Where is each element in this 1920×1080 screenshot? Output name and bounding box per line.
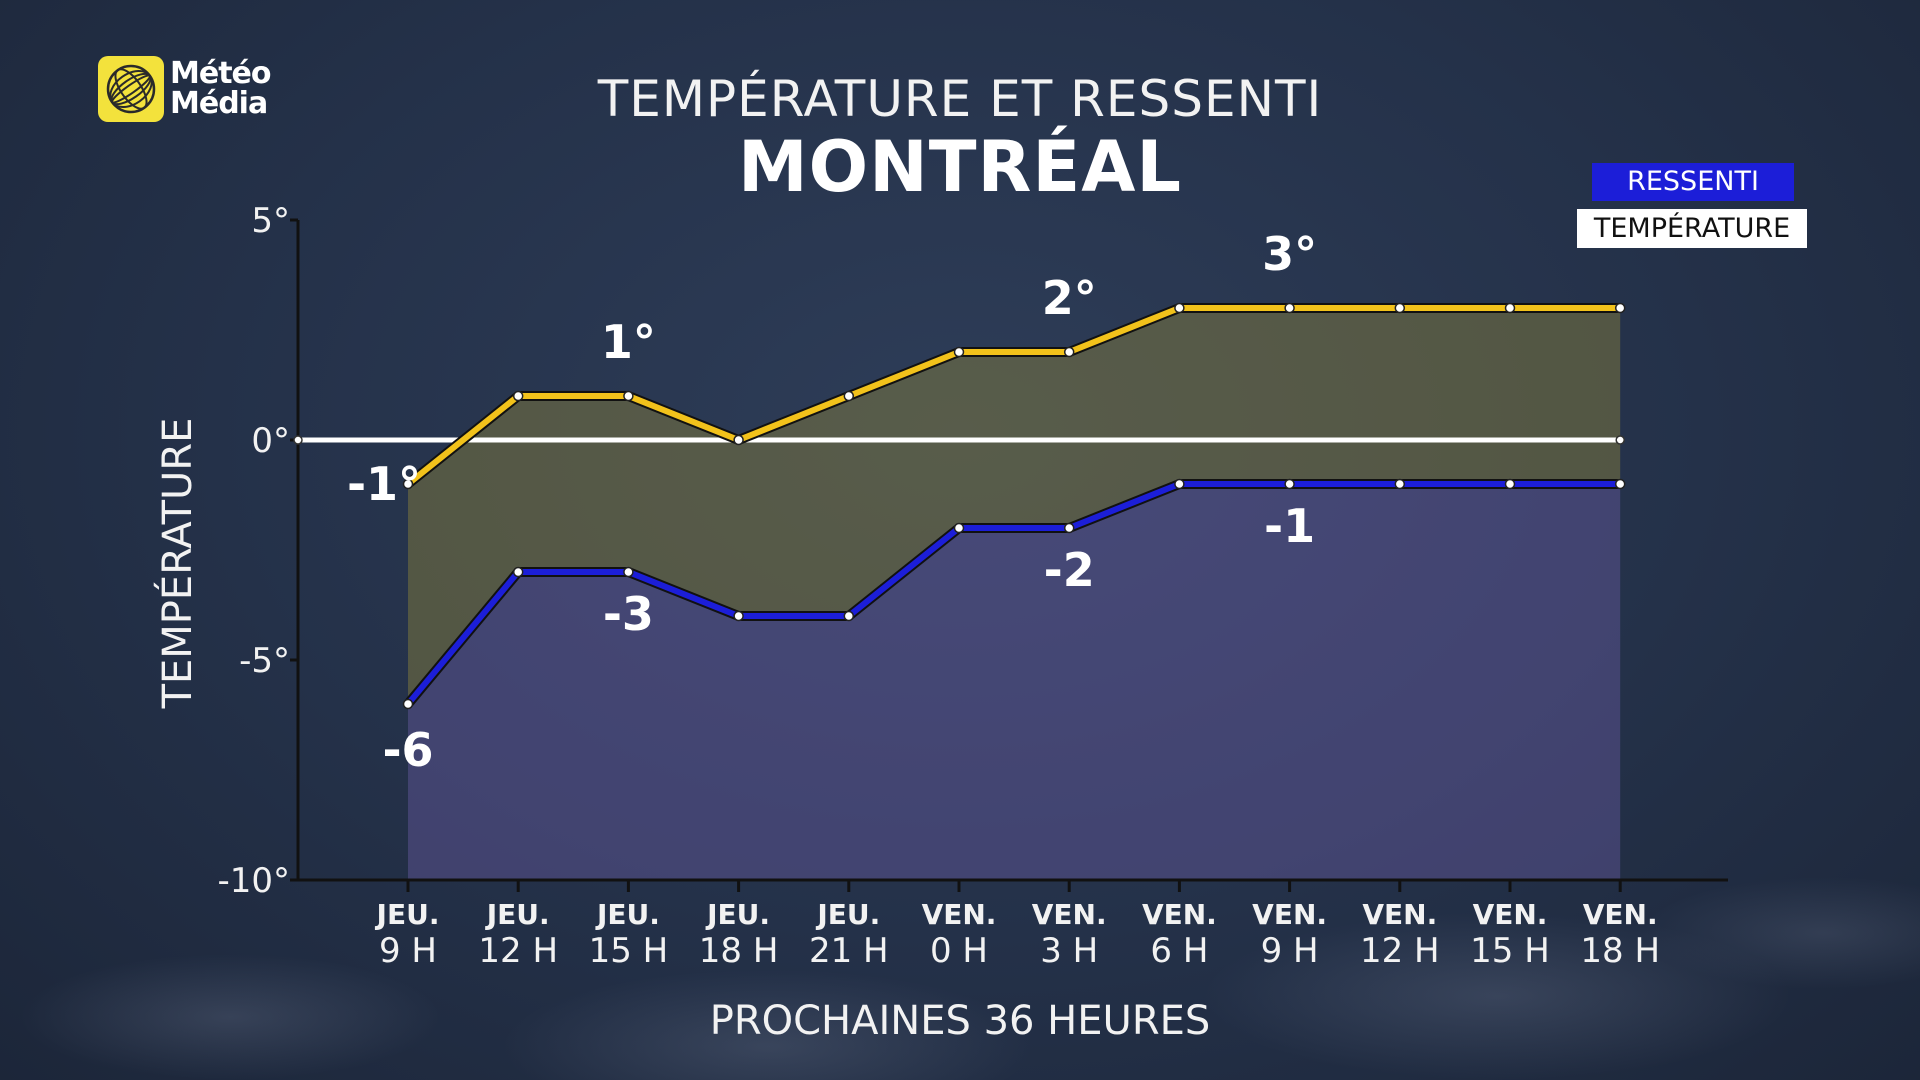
temperature-point: [843, 390, 855, 402]
ressenti-point: [1614, 478, 1626, 490]
x-tick-hour-label: 21 H: [809, 931, 889, 971]
logo-text-line2: Média: [170, 86, 268, 121]
ressenti-data-label: -6: [382, 723, 433, 777]
temperature-point: [623, 390, 634, 402]
x-tick-hour-label: 15 H: [1470, 931, 1550, 971]
logo-text-line1: Météo: [170, 56, 271, 91]
x-tick-hour-label: 18 H: [699, 931, 779, 971]
series-layer: [293, 302, 1626, 710]
logo-globe-icon: [98, 56, 164, 122]
temperature-line: [406, 305, 1621, 487]
ressenti-point: [1174, 478, 1185, 490]
x-tick-hour-label: 12 H: [1360, 931, 1440, 971]
temperature-point: [1174, 302, 1185, 314]
x-tick-hour-label: 15 H: [589, 931, 669, 971]
legend-temperature: TEMPÉRATURE: [1577, 209, 1807, 248]
legend-ressenti: RESSENTI: [1592, 163, 1794, 201]
ressenti-point: [1063, 522, 1075, 534]
cloud-background: [0, 660, 1920, 1080]
x-tick-hour-label: 9 H: [1261, 931, 1319, 971]
y-tick-label: -10°: [217, 861, 290, 901]
ressenti-data-label: -3: [603, 587, 654, 641]
x-tick-hour-label: 6 H: [1150, 931, 1208, 971]
y-tick-label: -5°: [239, 641, 290, 681]
ressenti-point: [512, 566, 524, 578]
x-tick-day-label: JEU.: [595, 898, 660, 931]
x-tick-day-label: VEN.: [1362, 898, 1437, 931]
x-tick-day-label: VEN.: [1252, 898, 1327, 931]
x-tick-day-label: JEU.: [375, 898, 440, 931]
x-tick-day-label: VEN.: [922, 898, 997, 931]
chart-subtitle: MONTRÉAL: [738, 126, 1182, 208]
ressenti-line: [405, 481, 1621, 706]
y-tick-label: 0°: [251, 421, 290, 461]
y-tick-label: 5°: [251, 201, 290, 241]
ressenti-point: [953, 522, 965, 534]
x-tick-day-label: JEU.: [485, 898, 550, 931]
temperature-point: [512, 390, 524, 402]
zero-line-marker: [293, 435, 303, 445]
ressenti-data-label: -2: [1044, 543, 1095, 597]
temperature-point: [1063, 346, 1075, 358]
temperature-point: [402, 478, 414, 490]
temperature-data-label: 3°: [1262, 227, 1317, 281]
x-tick-hour-label: 9 H: [379, 931, 437, 971]
temperature-data-label: 1°: [601, 315, 656, 369]
x-tick-day-label: JEU.: [705, 898, 770, 931]
ressenti-point: [1284, 478, 1295, 490]
x-tick-hour-label: 0 H: [930, 931, 988, 971]
temperature-point: [1284, 302, 1295, 314]
chart-title: TEMPÉRATURE ET RESSENTI: [597, 70, 1323, 128]
ressenti-point: [623, 566, 634, 578]
ressenti-point: [402, 698, 414, 710]
temperature-data-label: 2°: [1042, 271, 1097, 325]
ressenti-area: [408, 484, 1621, 880]
x-tick-day-label: VEN.: [1473, 898, 1548, 931]
temperature-point: [1504, 302, 1516, 314]
x-tick-day-label: VEN.: [1583, 898, 1658, 931]
x-axis-label: PROCHAINES 36 HEURES: [709, 998, 1211, 1044]
x-tick-day-label: VEN.: [1032, 898, 1107, 931]
ressenti-point: [1504, 478, 1516, 490]
meteomedia-logo: Météo Média: [98, 56, 271, 122]
ressenti-data-label: -1: [1264, 499, 1315, 553]
zero-line-marker: [1615, 435, 1625, 445]
x-tick-day-label: VEN.: [1142, 898, 1217, 931]
ressenti-point: [843, 610, 855, 622]
x-tick-hour-label: 3 H: [1040, 931, 1098, 971]
labels-layer: -1° 1° 2° 3° -6 -3 -2 -1: [347, 227, 1317, 777]
temperature-point: [953, 346, 965, 358]
temperature-point: [733, 434, 744, 446]
x-tick-day-label: JEU.: [815, 898, 880, 931]
temperature-point: [1394, 302, 1406, 314]
ressenti-point: [733, 610, 744, 622]
x-tick-hour-label: 12 H: [478, 931, 558, 971]
temperature-data-label: -1°: [347, 457, 421, 511]
temperature-point: [1614, 302, 1626, 314]
ressenti-point: [1394, 478, 1406, 490]
x-tick-hour-label: 18 H: [1580, 931, 1660, 971]
